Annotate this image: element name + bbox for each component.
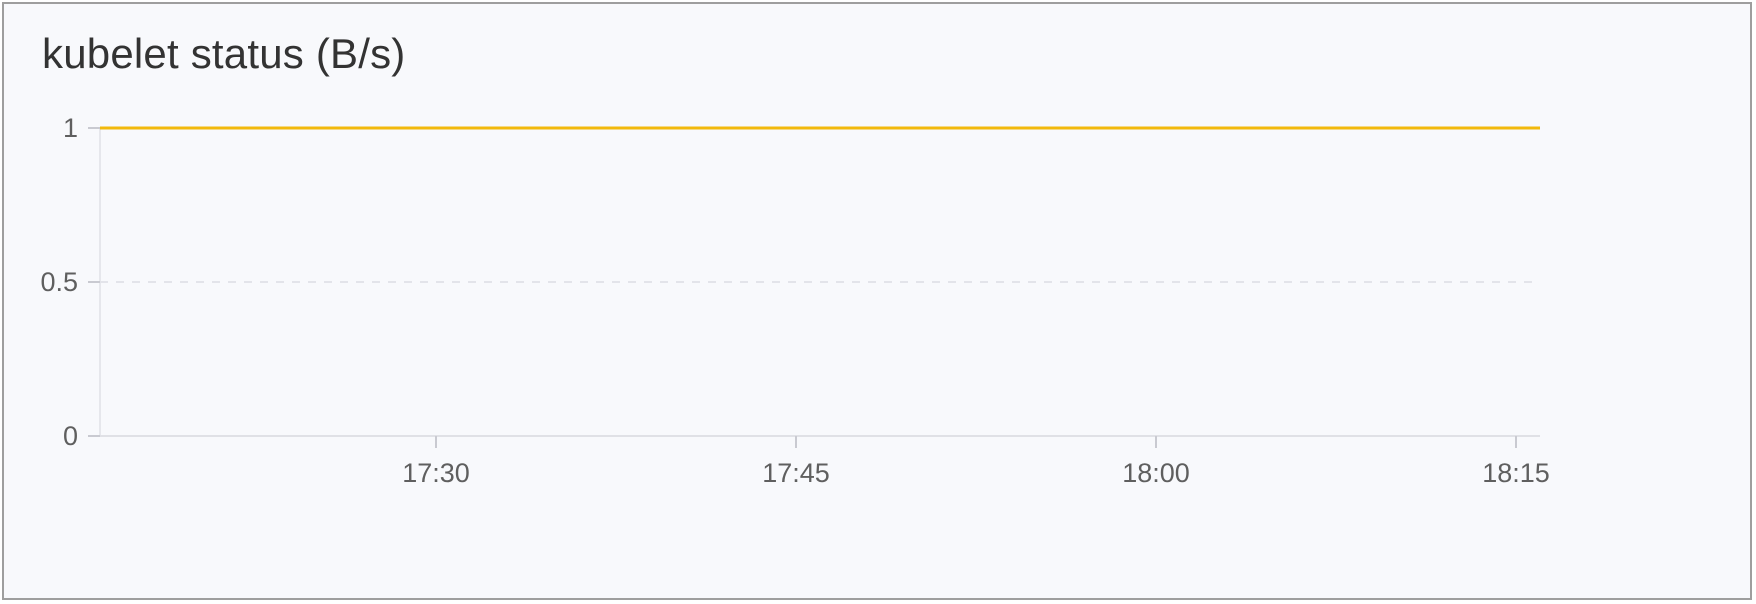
y-tick-label: 0.5 xyxy=(40,267,78,297)
y-tick-label: 0 xyxy=(63,421,78,451)
x-tick-label: 17:30 xyxy=(402,458,470,488)
y-tick-label: 1 xyxy=(63,113,78,143)
x-tick-label: 18:00 xyxy=(1122,458,1190,488)
line-chart: 0 0.5 1 17:30 17:45 18:00 18:15 xyxy=(40,113,1550,488)
x-tick-label: 17:45 xyxy=(762,458,830,488)
chart-title: kubelet status (B/s) xyxy=(42,30,406,77)
x-tick-label: 18:15 xyxy=(1482,458,1550,488)
